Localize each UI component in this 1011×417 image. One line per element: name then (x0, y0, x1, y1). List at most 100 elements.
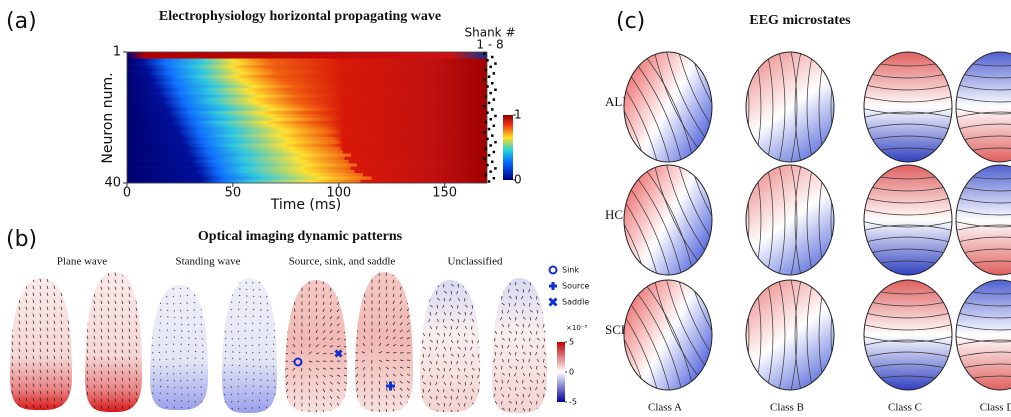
brain-map (492, 278, 547, 413)
x-tick-label: 100 (326, 186, 351, 201)
heatmap-row (127, 140, 487, 144)
shank-dot (484, 68, 488, 72)
heatmap-row (127, 107, 487, 112)
heatmap-row (127, 166, 487, 171)
brain-map (355, 272, 413, 412)
eeg-map (745, 51, 835, 163)
heatmap-row (127, 173, 487, 177)
column-label: Class D (980, 402, 1011, 414)
column-label: Class A (648, 402, 682, 414)
shank-dot (486, 111, 489, 114)
shank-dot (492, 98, 496, 101)
eeg-map (955, 279, 1011, 391)
column-label: Class B (770, 402, 804, 414)
shank-dot (486, 163, 489, 167)
shank-dot (492, 72, 496, 75)
x-axis-label: Time (ms) (270, 197, 342, 213)
shank-dot (494, 114, 497, 118)
brain-map (285, 280, 347, 412)
eeg-map (745, 164, 835, 276)
heatmap-row (127, 58, 487, 63)
shank-dot (489, 118, 492, 121)
shank-dot (487, 75, 491, 78)
panel-title: Optical imaging dynamic patterns (198, 229, 403, 244)
heatmap-row (127, 91, 487, 95)
colorbar-tick-label: -5 (569, 398, 577, 407)
flow-field (493, 281, 547, 412)
shank-dot (487, 180, 491, 183)
subtitle: Plane wave (57, 256, 108, 268)
shank-dot (492, 124, 496, 128)
panel-title: Electrophysiology horizontal propagating… (159, 9, 441, 24)
sink-marker (293, 357, 303, 367)
heatmap-row (127, 156, 487, 161)
shank-dot (483, 52, 486, 55)
shank-dot (492, 176, 496, 180)
heatmap-row (127, 137, 487, 141)
colorbar-tick-label: 5 (569, 338, 574, 347)
plot-frame (126, 51, 488, 184)
heatmap-row (127, 88, 487, 92)
heatmap-row (127, 124, 487, 128)
heatmap-row (127, 94, 487, 99)
panel-title: EEG microstates (749, 13, 851, 28)
shank-dot (489, 170, 492, 173)
heatmap-row (127, 55, 487, 59)
subtitle: Source, sink, and saddle (289, 256, 396, 268)
heatmap-row (127, 120, 487, 125)
x-tick-label: 0 (123, 186, 131, 201)
y-tick-label: 40 (104, 176, 121, 191)
saddle-icon (548, 297, 558, 307)
shank-dot (491, 108, 494, 111)
x-tick-label: 50 (225, 186, 242, 201)
heatmap-row (127, 163, 487, 167)
heatmap-row (127, 153, 487, 158)
row-label: HC (605, 207, 623, 222)
shank-dot (486, 137, 489, 141)
heatmap-row (127, 176, 487, 181)
saddle-marker (334, 349, 343, 358)
shank-dot (487, 154, 491, 157)
y-tick-label: 1 (113, 45, 121, 60)
legend-label: Source (562, 282, 590, 291)
panel-label: (c) (616, 9, 645, 34)
brain-map (150, 285, 208, 410)
brain-map (85, 272, 142, 412)
source-icon (549, 282, 557, 290)
shank-dot (492, 150, 496, 154)
shank-dot (484, 173, 488, 177)
heatmap-row (127, 84, 487, 89)
colorbar-tick-label: 1 (514, 108, 522, 122)
shank-dot (487, 127, 491, 131)
shank-dot (486, 59, 489, 62)
eeg-map (745, 279, 835, 391)
heatmap-row (127, 104, 487, 108)
shank-dot (491, 134, 494, 137)
heatmap-row (127, 65, 487, 69)
colorbar-exponent: ×10⁻³ (566, 324, 587, 332)
shank-dot (491, 55, 494, 59)
shank-dot (484, 95, 488, 98)
subtitle: Standing wave (175, 256, 240, 268)
eeg-map (623, 279, 713, 391)
shank-dot (491, 81, 494, 85)
shank-dot (483, 78, 486, 82)
heatmap-row (127, 127, 487, 131)
eeg-map (863, 51, 953, 163)
heatmap-row (127, 133, 487, 138)
column-label: Class C (888, 402, 922, 414)
eeg-map (863, 164, 953, 276)
heatmap-row (127, 130, 487, 135)
heatmap-row (127, 150, 487, 154)
heatmap-row (127, 169, 487, 174)
heatmap-row (127, 160, 487, 164)
eeg-map (863, 279, 953, 391)
shank-dot (483, 131, 486, 134)
heatmap-row (127, 146, 487, 151)
shank-dot (494, 88, 497, 92)
colorbar-tick-label: 0 (569, 368, 574, 377)
colorbar-tick-label: 0 (514, 173, 522, 187)
shank-range: 1 - 8 (476, 38, 503, 52)
heatmap-row (127, 110, 487, 115)
heatmap-row (127, 97, 487, 102)
